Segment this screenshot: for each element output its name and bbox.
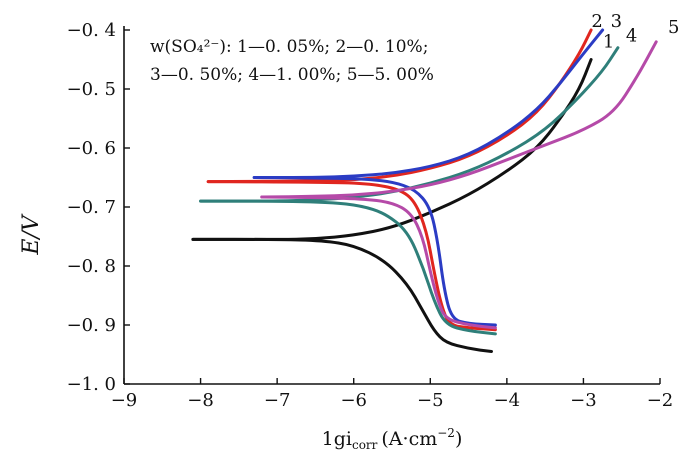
x-tick-label: −7	[264, 390, 291, 411]
y-tick-label: −0. 9	[67, 315, 116, 336]
x-tick-label: −3	[570, 390, 597, 411]
x-axis-title-main: 1gi	[322, 428, 352, 450]
y-tick-label: −0. 4	[67, 20, 116, 41]
series-labels: 12 34 5	[591, 11, 679, 53]
series-label-1: 1	[603, 32, 614, 53]
series-label-3: 3	[611, 11, 622, 32]
x-tick-label: −8	[187, 390, 214, 411]
y-axis-title: E/V	[19, 213, 44, 255]
series-4	[199, 46, 620, 336]
series-1	[191, 58, 593, 353]
series-1-cathodic-line	[191, 237, 493, 353]
x-axis-title-unit-end: )	[455, 428, 462, 450]
y-tick-label: −1. 0	[67, 374, 116, 395]
legend-line-2: 3—0. 50%; 4—1. 00%; 5—5. 00%	[150, 65, 434, 85]
series-2-cathodic-line	[206, 180, 497, 332]
x-tick-label: −4	[494, 390, 521, 411]
series-3	[252, 28, 605, 327]
legend-line-1: w(SO₄²⁻): 1—0. 05%; 2—0. 10%;	[150, 37, 428, 57]
legend: w(SO₄²⁻): 1—0. 05%; 2—0. 10%; 3—0. 50%; …	[150, 37, 434, 85]
series-layer	[191, 28, 658, 353]
x-axis-title-unit-sup: −2	[437, 426, 455, 440]
x-tick-label: −2	[647, 390, 674, 411]
series-5	[260, 40, 658, 330]
x-tick-label: −6	[340, 390, 367, 411]
series-4-cathodic-line	[199, 199, 497, 336]
series-5-anodic-line	[260, 40, 658, 199]
axes: −9 −8 −7 −6 −5 −4 −3 −2 −1. 0 −0. 9 −0. 8 −0. 7 −0. …	[67, 20, 674, 411]
series-3-cathodic-line	[252, 176, 497, 327]
x-tick-label: −5	[417, 390, 444, 411]
y-tick-label: −0. 7	[67, 197, 116, 218]
series-label-4: 4	[626, 26, 637, 47]
x-tick-label: −9	[111, 390, 138, 411]
series-label-5: 5	[668, 17, 679, 38]
y-tick-label: −0. 8	[67, 256, 116, 277]
x-axis-title-subscript: corr	[352, 438, 378, 452]
y-tick-label: −0. 5	[67, 79, 116, 100]
series-label-2: 2	[591, 11, 602, 32]
x-axis-title: 1gicorr (A·cm−2)	[322, 426, 463, 452]
y-tick-label: −0. 6	[67, 138, 116, 159]
series-5-cathodic-line	[260, 195, 497, 330]
x-axis-title-unit: (A·cm	[381, 428, 437, 450]
